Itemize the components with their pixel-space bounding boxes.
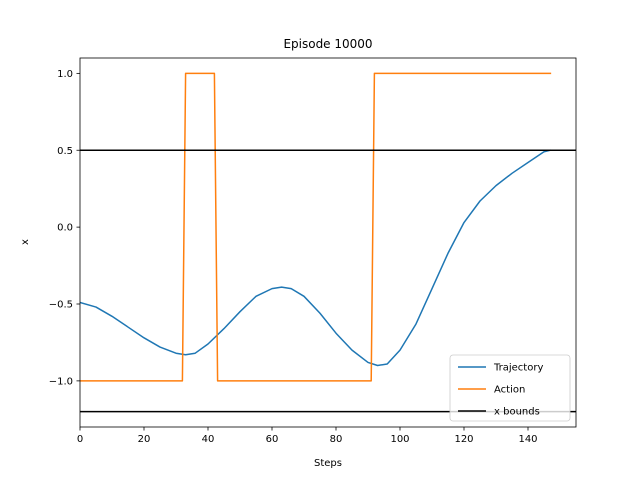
legend-label: Trajectory (493, 363, 543, 374)
plot-area (80, 72, 576, 413)
legend-label: x bounds (494, 407, 540, 418)
x-tick-label: 0 (77, 434, 83, 445)
y-tick-label: −1.0 (49, 376, 73, 387)
x-tick-label: 20 (138, 434, 151, 445)
y-tick-label: 0.0 (57, 223, 73, 234)
series-line-trajectory (80, 149, 552, 367)
x-axis-label: Steps (314, 458, 342, 469)
axes: 0 20 40 60 80 100 120 140 −1.0 −0.5 0.0 0.5 1.0 (49, 57, 577, 445)
legend: Trajectory Action x bounds (449, 354, 571, 422)
legend-label: Action (494, 385, 525, 396)
x-tick-label: 80 (330, 434, 343, 445)
x-tick-label: 140 (518, 434, 537, 445)
y-axis-label: x (20, 239, 31, 245)
x-tick-label: 100 (390, 434, 409, 445)
legend-box (449, 354, 571, 422)
axes-frame (79, 57, 577, 428)
x-tick-label: 120 (454, 434, 473, 445)
y-tick-label: 1.0 (57, 69, 73, 80)
series-line-action (80, 72, 552, 382)
y-tick-label: 0.5 (57, 146, 73, 157)
y-tick-label: −0.5 (49, 300, 73, 311)
chart-title: Episode 10000 (283, 37, 372, 51)
plot-clip-group (80, 72, 576, 413)
x-tick-label: 60 (266, 434, 279, 445)
x-tick-label: 40 (202, 434, 215, 445)
